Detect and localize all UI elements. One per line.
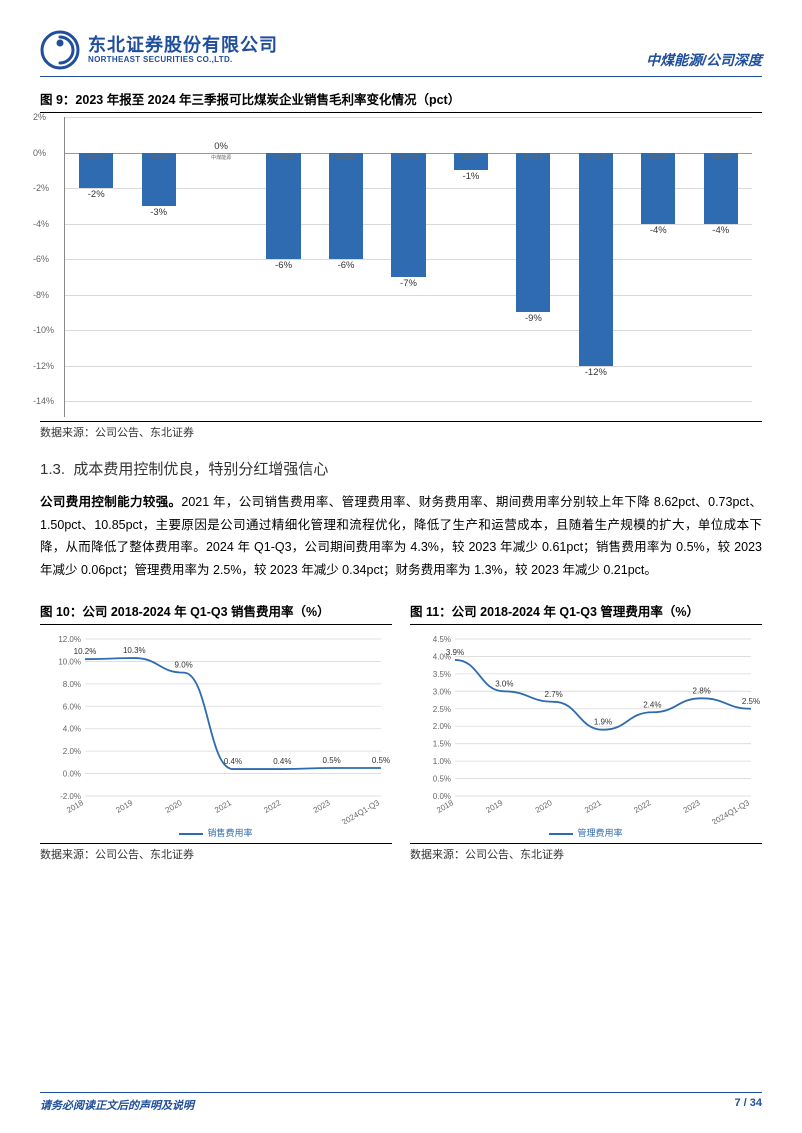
fig10-legend: 销售费用率 xyxy=(40,826,392,839)
section-title: 成本费用控制优良，特别分红增强信心 xyxy=(73,461,328,478)
paragraph-lead: 公司费用控制能力较强。 xyxy=(40,495,181,509)
svg-text:2019: 2019 xyxy=(114,798,134,815)
fig10-column: 图 10：公司 2018-2024 年 Q1-Q3 销售费用率（%） 12.0%… xyxy=(40,595,392,862)
two-column-charts: 图 10：公司 2018-2024 年 Q1-Q3 销售费用率（%） 12.0%… xyxy=(40,595,762,862)
svg-text:3.9%: 3.9% xyxy=(446,648,464,657)
svg-text:0.0%: 0.0% xyxy=(63,770,81,779)
svg-text:3.5%: 3.5% xyxy=(433,670,451,679)
fig9-top-rule xyxy=(40,112,762,113)
svg-text:2.0%: 2.0% xyxy=(433,722,451,731)
company-name-en: NORTHEAST SECURITIES CO.,LTD. xyxy=(88,55,278,64)
svg-text:10.2%: 10.2% xyxy=(74,647,97,656)
fig11-top-rule xyxy=(410,624,762,625)
svg-text:2022: 2022 xyxy=(262,798,282,815)
svg-text:1.9%: 1.9% xyxy=(594,718,612,727)
svg-text:2.4%: 2.4% xyxy=(643,700,661,709)
svg-text:9.0%: 9.0% xyxy=(175,661,193,670)
fig9-chart: 2%0%-2%-4%-6%-8%-10%-12%-14%-2%中国神华-3%陕西… xyxy=(64,117,762,417)
footer-page-number: 7 / 34 xyxy=(734,1097,762,1113)
fig9-source: 数据来源：公司公告、东北证券 xyxy=(40,424,762,440)
svg-text:6.0%: 6.0% xyxy=(63,702,81,711)
fig10-chart: 12.0%10.0%8.0%6.0%4.0%2.0%0.0%-2.0%20182… xyxy=(46,629,392,824)
footer-disclaimer: 请务必阅读正文后的声明及说明 xyxy=(40,1097,194,1113)
svg-text:1.0%: 1.0% xyxy=(433,757,451,766)
section-number: 1.3. xyxy=(40,461,65,478)
fig10-bottom-rule xyxy=(40,843,392,844)
fig11-chart: 4.5%4.0%3.5%3.0%2.5%2.0%1.5%1.0%0.5%0.0%… xyxy=(416,629,762,824)
svg-text:2022: 2022 xyxy=(632,798,652,815)
header-right-text: 中煤能源/公司深度 xyxy=(646,50,762,70)
svg-text:2024Q1-Q3: 2024Q1-Q3 xyxy=(340,798,381,824)
svg-text:0.5%: 0.5% xyxy=(372,756,390,765)
fig11-source: 数据来源：公司公告、东北证券 xyxy=(410,846,762,862)
svg-text:0.4%: 0.4% xyxy=(224,757,242,766)
svg-text:10.3%: 10.3% xyxy=(123,646,146,655)
svg-text:2019: 2019 xyxy=(484,798,504,815)
svg-text:8.0%: 8.0% xyxy=(63,680,81,689)
fig10-top-rule xyxy=(40,624,392,625)
svg-text:2021: 2021 xyxy=(213,798,233,815)
svg-text:3.0%: 3.0% xyxy=(495,679,513,688)
svg-text:2024Q1-Q3: 2024Q1-Q3 xyxy=(710,798,751,824)
fig11-column: 图 11：公司 2018-2024 年 Q1-Q3 管理费用率（%） 4.5%4… xyxy=(410,595,762,862)
body-paragraph: 公司费用控制能力较强。2021 年，公司销售费用率、管理费用率、财务费用率、期间… xyxy=(40,491,762,581)
svg-text:12.0%: 12.0% xyxy=(58,635,81,644)
svg-text:2.8%: 2.8% xyxy=(693,686,711,695)
svg-text:4.5%: 4.5% xyxy=(433,635,451,644)
svg-text:0.5%: 0.5% xyxy=(433,775,451,784)
svg-text:2020: 2020 xyxy=(164,798,184,815)
fig11-legend: 管理费用率 xyxy=(410,826,762,839)
fig10-source: 数据来源：公司公告、东北证券 xyxy=(40,846,392,862)
section-heading: 1.3. 成本费用控制优良，特别分红增强信心 xyxy=(40,458,762,479)
svg-text:2.7%: 2.7% xyxy=(545,690,563,699)
svg-text:4.0%: 4.0% xyxy=(63,725,81,734)
svg-text:2021: 2021 xyxy=(583,798,603,815)
fig11-title: 图 11：公司 2018-2024 年 Q1-Q3 管理费用率（%） xyxy=(410,601,762,620)
company-name-cn: 东北证券股份有限公司 xyxy=(88,36,278,56)
svg-text:3.0%: 3.0% xyxy=(433,687,451,696)
fig11-bottom-rule xyxy=(410,843,762,844)
svg-text:2020: 2020 xyxy=(534,798,554,815)
page-header: 东北证券股份有限公司 NORTHEAST SECURITIES CO.,LTD.… xyxy=(40,30,762,77)
svg-text:2.5%: 2.5% xyxy=(742,697,760,706)
svg-text:0.5%: 0.5% xyxy=(323,756,341,765)
fig10-title: 图 10：公司 2018-2024 年 Q1-Q3 销售费用率（%） xyxy=(40,601,392,620)
svg-text:2023: 2023 xyxy=(682,798,702,815)
svg-text:0.4%: 0.4% xyxy=(273,757,291,766)
fig9-title: 图 9：2023 年报至 2024 年三季报可比煤炭企业销售毛利率变化情况（pc… xyxy=(40,89,762,108)
page-footer: 请务必阅读正文后的声明及说明 7 / 34 xyxy=(40,1092,762,1113)
svg-text:2.0%: 2.0% xyxy=(63,747,81,756)
company-logo-icon xyxy=(40,30,80,70)
svg-text:2.5%: 2.5% xyxy=(433,705,451,714)
fig9-bottom-rule xyxy=(40,421,762,422)
svg-text:2023: 2023 xyxy=(312,798,332,815)
svg-text:1.5%: 1.5% xyxy=(433,740,451,749)
logo-area: 东北证券股份有限公司 NORTHEAST SECURITIES CO.,LTD. xyxy=(40,30,278,70)
svg-text:10.0%: 10.0% xyxy=(58,657,81,666)
